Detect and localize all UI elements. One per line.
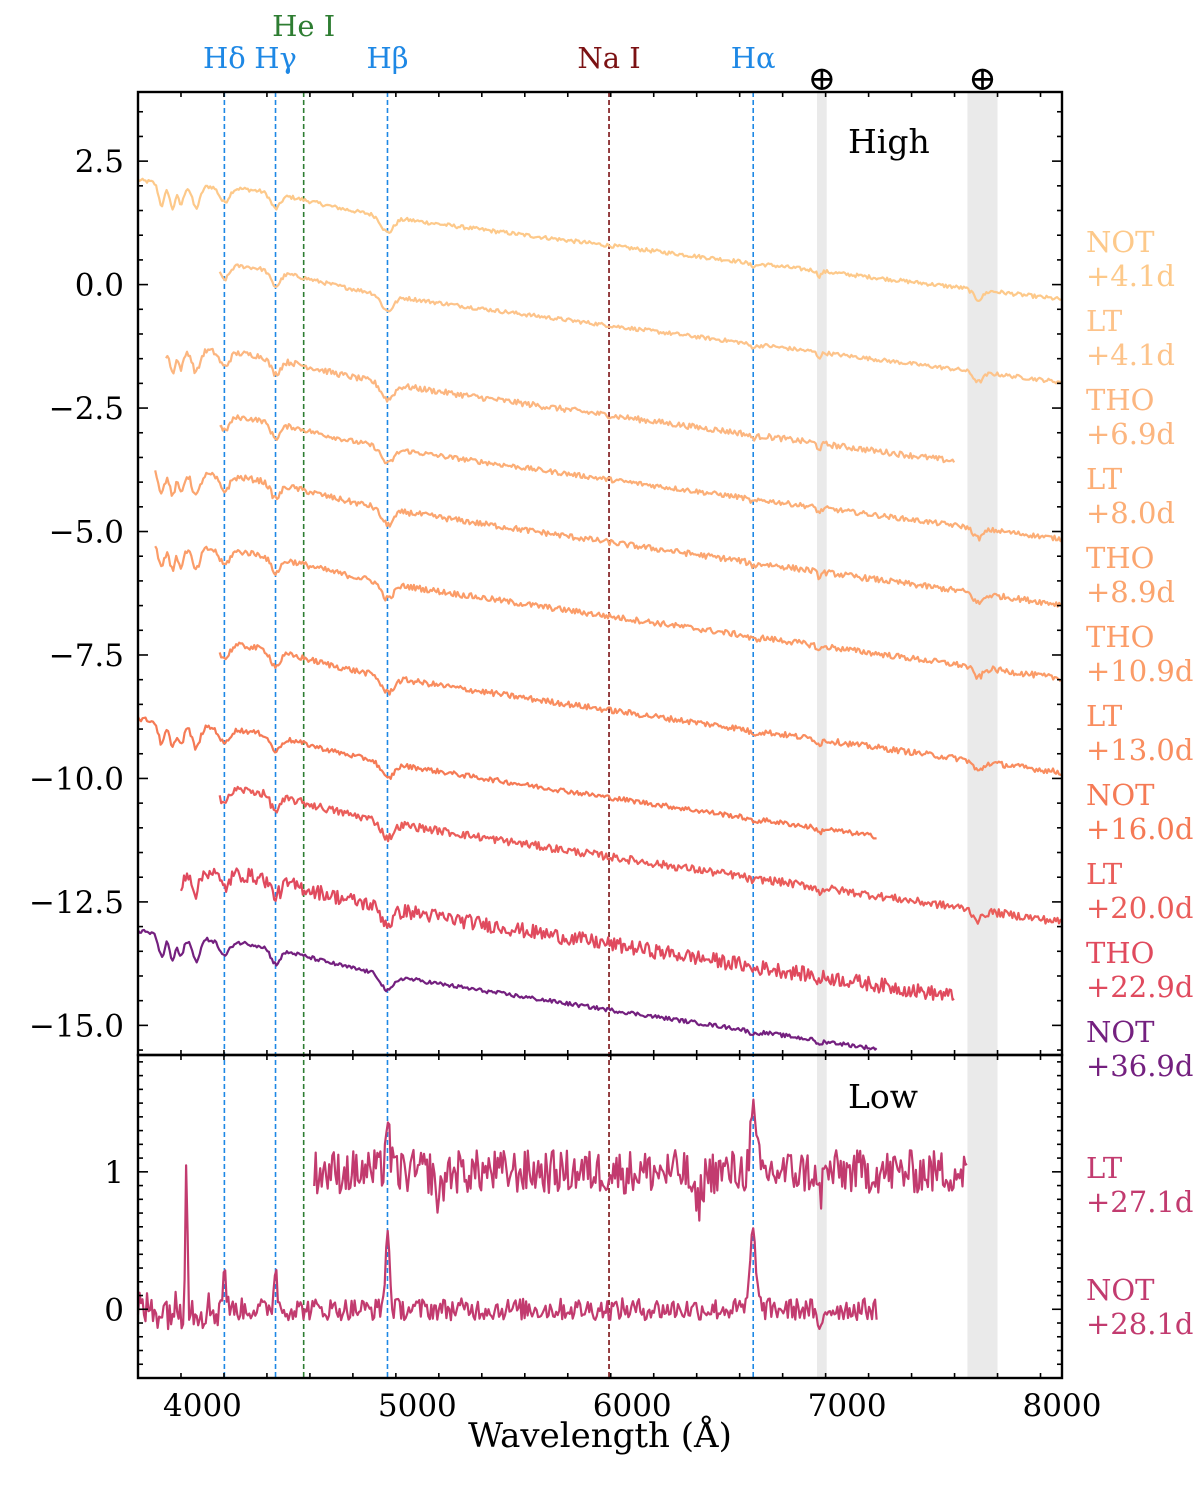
x-axis-label: Wavelength (Å) [468, 1415, 732, 1456]
series-telescope: THO [1086, 383, 1154, 417]
series-telescope: LT [1086, 857, 1123, 891]
series-label-high-8: NOT+16.0d [1086, 778, 1193, 846]
series-phase: +28.1d [1086, 1307, 1193, 1341]
spectrum-high-10 [179, 867, 955, 1001]
x-tick-label: 5000 [378, 1388, 457, 1424]
series-phase: +22.9d [1086, 970, 1193, 1004]
telluric-symbol-1: ⊕ [808, 59, 837, 99]
series-phase: +6.9d [1086, 417, 1175, 451]
y-tick-label-high: −15.0 [29, 1008, 124, 1044]
y-tick-label-high: 0.0 [75, 268, 124, 304]
series-phase: +16.0d [1086, 812, 1193, 846]
series-label-low-2: NOT+28.1d [1086, 1273, 1193, 1341]
line-marker-label-4: Hβ [366, 41, 408, 75]
series-telescope: LT [1086, 462, 1123, 496]
series-phase: +27.1d [1086, 1185, 1193, 1219]
series-telescope: THO [1086, 541, 1154, 575]
y-tick-label-low: 1 [104, 1155, 124, 1191]
y-tick-label-high: −5.0 [49, 515, 124, 551]
telluric-band-2 [967, 92, 998, 1378]
panel-title-low: Low [848, 1077, 918, 1116]
y-tick-label-high: −2.5 [49, 391, 124, 427]
y-tick-label-high: −10.0 [29, 761, 124, 797]
axis-ticks [137, 92, 1062, 1379]
telluric-band-1 [817, 92, 827, 1378]
line-marker-label-6: Hα [731, 41, 776, 75]
telluric-symbol-label: ⊕ [968, 59, 997, 99]
series-label-high-6: THO+10.9d [1086, 620, 1193, 688]
series-phase: +8.0d [1086, 496, 1175, 530]
y-tick-label-high: 2.5 [75, 144, 124, 180]
series-label-high-11: NOT+36.9d [1086, 1015, 1193, 1083]
spectra-series [136, 177, 1063, 1331]
line-marker-label-2: Hγ [254, 41, 297, 75]
y-tick-label-high: −7.5 [49, 638, 124, 674]
telluric-bands [817, 92, 998, 1378]
y-tick-label-low: 0 [104, 1292, 124, 1328]
spectrum-high-8 [137, 716, 877, 840]
line-marker-label-1: Hδ [203, 41, 246, 75]
series-telescope: THO [1086, 620, 1154, 654]
series-telescope: LT [1086, 1151, 1123, 1185]
series-telescope: NOT [1086, 778, 1155, 812]
line-markers [223, 92, 755, 1378]
panel-frame-low [136, 1053, 1064, 1380]
series-label-high-9: LT+20.0d [1086, 857, 1193, 925]
x-tick-label: 6000 [593, 1388, 672, 1424]
series-label-high-5: THO+8.9d [1086, 541, 1175, 609]
series-phase: +10.9d [1086, 654, 1193, 688]
spectrum-high-5 [154, 470, 1062, 608]
series-phase: +20.0d [1086, 891, 1193, 925]
spectrum-high-1 [137, 177, 1062, 302]
telluric-symbol-label: ⊕ [808, 59, 837, 99]
spectrum-high-4 [219, 414, 1063, 543]
series-label-high-2: LT+4.1d [1086, 304, 1175, 372]
series-telescope: NOT [1086, 1015, 1155, 1049]
series-telescope: NOT [1086, 1273, 1155, 1307]
line-marker-label-3: He I [272, 9, 335, 43]
x-tick-label: 8000 [1023, 1388, 1102, 1424]
x-tick-label: 4000 [163, 1388, 242, 1424]
line-marker-label-5: Na I [577, 41, 640, 75]
panel-frames [136, 90, 1064, 1380]
telluric-symbol-2: ⊕ [968, 59, 997, 99]
series-label-low-1: LT+27.1d [1086, 1151, 1193, 1219]
spectrum-high-6 [154, 545, 1062, 683]
series-telescope: LT [1086, 304, 1123, 338]
series-label-high-1: NOT+4.1d [1086, 225, 1175, 293]
series-telescope: NOT [1086, 225, 1155, 259]
series-label-high-4: LT+8.0d [1086, 462, 1175, 530]
spectrum-high-3 [165, 347, 956, 464]
spectrum-high-11 [137, 928, 878, 1051]
spectrum-low-2 [136, 1164, 878, 1331]
series-telescope: LT [1086, 699, 1123, 733]
series-phase: +4.1d [1086, 259, 1175, 293]
spectrum-low-1 [313, 1098, 968, 1222]
series-phase: +13.0d [1086, 733, 1193, 767]
spectrum-high-7 [218, 641, 1063, 776]
series-label-high-10: THO+22.9d [1086, 936, 1193, 1004]
spectrum-high-9 [218, 785, 1063, 925]
panel-title-high: High [848, 122, 930, 161]
x-tick-label: 7000 [808, 1388, 887, 1424]
series-phase: +4.1d [1086, 338, 1175, 372]
series-phase: +36.9d [1086, 1049, 1193, 1083]
series-label-high-3: THO+6.9d [1086, 383, 1175, 451]
series-label-high-7: LT+13.0d [1086, 699, 1193, 767]
spectrum-high-2 [218, 263, 1063, 385]
series-telescope: THO [1086, 936, 1154, 970]
series-phase: +8.9d [1086, 575, 1175, 609]
y-tick-label-high: −12.5 [29, 885, 124, 921]
